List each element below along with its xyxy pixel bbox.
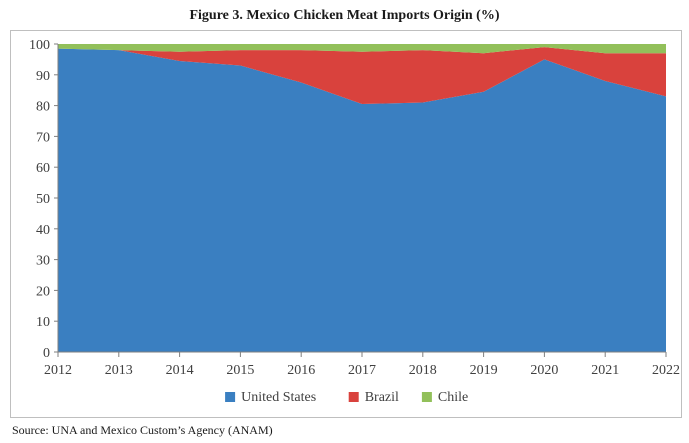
x-tick-label: 2017 (348, 363, 376, 378)
chart-title: Figure 3. Mexico Chicken Meat Imports Or… (189, 8, 500, 23)
x-tick-label: 2018 (409, 363, 437, 378)
source-note: Source: UNA and Mexico Custom’s Agency (… (12, 423, 273, 437)
y-tick-label: 70 (36, 130, 50, 145)
x-tick-label: 2016 (287, 363, 315, 378)
y-tick-label: 40 (36, 223, 50, 238)
x-tick-label: 2012 (44, 363, 72, 378)
y-tick-label: 30 (36, 254, 50, 269)
series-area-united-states (58, 48, 666, 353)
y-tick-label: 0 (43, 346, 50, 361)
x-tick-label: 2015 (226, 363, 254, 378)
x-tick-label: 2020 (530, 363, 558, 378)
x-tick-label: 2021 (591, 363, 619, 378)
y-tick-label: 80 (36, 100, 50, 115)
series-area-brazil (58, 47, 666, 105)
legend-swatch-brazil (348, 392, 359, 402)
x-tick-label: 2014 (166, 363, 194, 378)
x-tick-label: 2022 (652, 363, 680, 378)
y-tick-label: 50 (36, 192, 50, 207)
legend-swatch-chile (421, 392, 432, 402)
legend-label-brazil: Brazil (365, 390, 399, 405)
legend-swatch-united-states (225, 392, 236, 402)
y-tick-label: 90 (36, 69, 50, 84)
legend-label-chile: Chile (438, 390, 468, 405)
y-tick-label: 10 (36, 315, 50, 330)
x-tick-label: 2013 (105, 363, 133, 378)
legend-label-united-states: United States (241, 390, 316, 405)
x-tick-label: 2019 (470, 363, 498, 378)
chart-frame (10, 30, 682, 418)
y-tick-label: 20 (36, 284, 50, 299)
series-area-chile (58, 44, 666, 54)
y-tick-label: 100 (29, 38, 50, 53)
y-tick-label: 60 (36, 161, 50, 176)
